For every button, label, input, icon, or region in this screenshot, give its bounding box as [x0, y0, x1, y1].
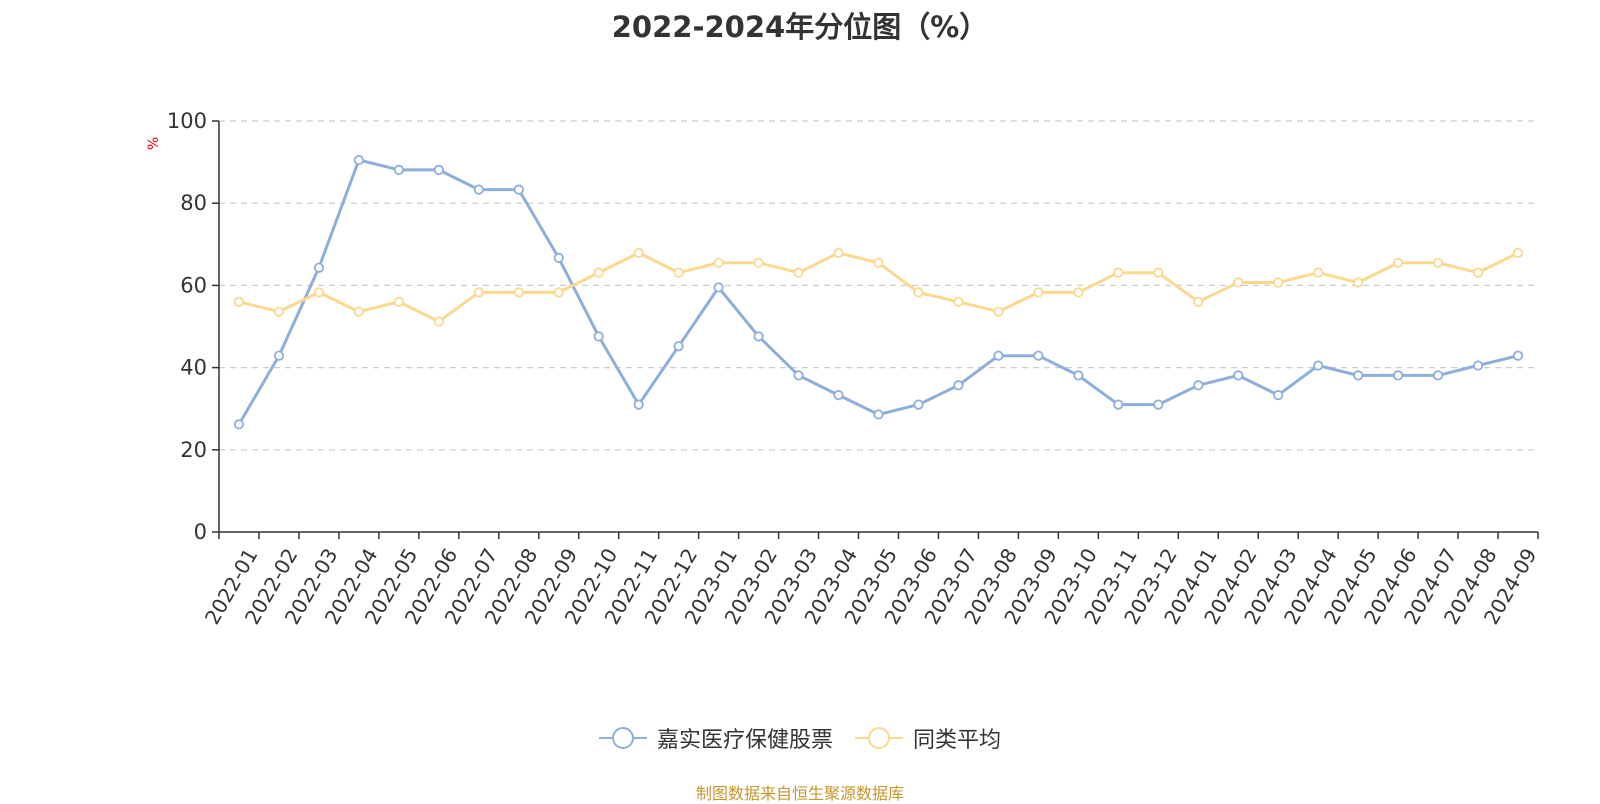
y-tick-label-100: 100: [167, 109, 207, 133]
data-point-series-2-2023-02: [753, 257, 764, 268]
data-point-series-1-2022-01: [233, 419, 245, 430]
series-line-1: [237, 158, 1519, 426]
data-point-series-1-2023-01: [713, 282, 724, 293]
y-tick-label-0: 0: [194, 520, 207, 544]
data-point-series-1-2023-09: [1033, 350, 1044, 361]
data-point-series-2-2023-01: [713, 257, 724, 268]
data-point-series-2-2024-06: [1393, 257, 1404, 268]
data-point-series-1-2022-05: [393, 164, 404, 176]
data-point-series-2-2023-10: [1073, 287, 1084, 298]
data-point-series-2-2023-11: [1113, 267, 1124, 278]
data-point-series-1-2022-02: [273, 350, 285, 361]
legend-label-series-2: 同类平均: [913, 728, 1002, 753]
data-point-series-2-2023-12: [1153, 267, 1164, 278]
data-point-series-1-2022-07: [473, 184, 484, 195]
data-point-series-1-2022-03: [313, 262, 325, 273]
data-point-series-1-2023-05: [873, 409, 884, 420]
data-point-series-1-2023-03: [793, 370, 804, 381]
data-point-series-1-2023-04: [833, 390, 844, 401]
data-point-series-1-2022-10: [593, 331, 604, 342]
legend-swatch-icon-series-2: [855, 727, 903, 749]
data-point-series-1-2022-09: [553, 252, 564, 263]
data-point-series-1-2022-12: [673, 341, 684, 352]
data-point-series-1-2022-06: [433, 164, 444, 176]
data-point-series-1-2024-02: [1233, 370, 1244, 381]
data-point-series-2-2024-07: [1432, 257, 1444, 268]
data-point-series-1-2022-04: [353, 154, 364, 166]
data-point-series-2-2022-12: [673, 267, 684, 278]
data-point-series-2-2023-05: [873, 257, 884, 268]
data-point-series-2-2022-03: [313, 287, 325, 298]
data-point-series-2-2024-08: [1472, 267, 1484, 278]
data-point-series-1-2024-04: [1313, 360, 1324, 371]
data-point-series-2-2023-08: [993, 306, 1004, 317]
data-point-series-2-2023-06: [913, 287, 924, 298]
data-point-series-1-2024-03: [1273, 390, 1284, 401]
data-point-series-1-2022-11: [633, 399, 644, 410]
data-point-series-1-2022-08: [513, 184, 524, 195]
y-tick-label-40: 40: [180, 356, 207, 380]
y-tick-label-60: 60: [180, 273, 207, 297]
chart-title: 2022-2024年分位图（%）: [611, 10, 989, 44]
data-point-series-2-2022-09: [553, 287, 564, 298]
data-point-series-1-2024-01: [1193, 380, 1204, 391]
data-point-series-1-2023-02: [753, 331, 764, 342]
legend-item-series-2[interactable]: 同类平均: [855, 722, 1001, 754]
data-point-series-2-2024-05: [1353, 277, 1364, 288]
data-point-series-1-2023-08: [993, 350, 1004, 361]
data-point-series-2-2024-02: [1233, 277, 1244, 288]
data-point-series-2-2022-07: [473, 287, 484, 298]
data-point-series-1-2023-07: [953, 380, 964, 391]
data-point-series-1-2024-08: [1472, 360, 1484, 371]
legend-swatch-icon-series-1: [598, 727, 647, 749]
data-point-series-1-2024-06: [1393, 370, 1404, 381]
data-point-series-2-2023-03: [793, 267, 804, 278]
data-point-series-2-2022-06: [433, 316, 444, 327]
data-point-series-2-2022-10: [593, 267, 604, 278]
data-point-series-2-2022-01: [233, 296, 245, 307]
data-point-series-2-2022-11: [633, 247, 644, 259]
y-tick-label-20: 20: [180, 438, 207, 462]
legend: 嘉实医疗保健股票 同类平均: [0, 722, 1600, 754]
data-point-series-1-2023-11: [1113, 399, 1124, 410]
series-lines: [233, 154, 1524, 430]
data-point-series-2-2023-07: [953, 296, 964, 307]
data-point-series-1-2023-10: [1073, 370, 1084, 381]
legend-label-series-1: 嘉实医疗保健股票: [656, 728, 833, 753]
data-point-series-2-2023-04: [833, 247, 844, 259]
data-point-series-2-2022-05: [393, 296, 404, 307]
data-point-series-1-2023-06: [913, 399, 924, 410]
data-point-series-2-2024-01: [1193, 296, 1204, 307]
data-point-series-1-2024-07: [1432, 370, 1444, 381]
data-point-series-1-2024-09: [1512, 350, 1524, 361]
data-point-series-2-2022-02: [273, 306, 285, 317]
legend-item-series-1[interactable]: 嘉实医疗保健股票: [598, 722, 833, 754]
data-point-series-2-2024-04: [1313, 267, 1324, 278]
data-point-series-2-2023-09: [1033, 287, 1044, 298]
data-point-series-2-2022-08: [513, 287, 524, 298]
data-point-series-2-2022-04: [353, 306, 364, 317]
y-tick-label-80: 80: [180, 191, 207, 215]
source-note: 制图数据来自恒生聚源数据库: [695, 784, 904, 803]
data-point-series-2-2024-09: [1512, 247, 1524, 259]
data-point-series-2-2024-03: [1273, 277, 1284, 288]
data-point-series-1-2024-05: [1353, 370, 1364, 381]
data-point-series-1-2023-12: [1153, 399, 1164, 410]
